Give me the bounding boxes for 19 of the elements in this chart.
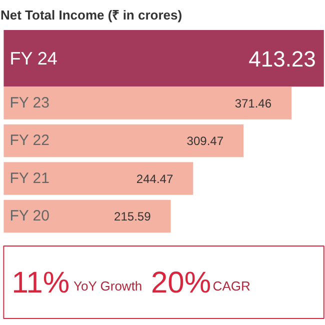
bar (4, 86, 292, 120)
bar (4, 162, 194, 195)
text: YoY Growth (74, 278, 142, 294)
bar (4, 200, 171, 233)
bar (4, 124, 244, 158)
data-label: 309.47 (186, 134, 224, 148)
data-label: 371.46 (234, 96, 272, 110)
chart-title: Net Total Income (₹ in crores) (0, 8, 182, 22)
y-tick-label: FY 20 (10, 208, 50, 225)
data-label: 413.23 (248, 46, 316, 72)
data-label: 244.47 (136, 172, 174, 186)
y-tick-label: FY 21 (10, 170, 50, 187)
y-tick-label: FY 23 (10, 94, 50, 112)
data-label: 215.59 (114, 210, 152, 224)
y-tick-label: FY 24 (10, 48, 58, 68)
text: CAGR (212, 278, 250, 294)
text: 11% (12, 266, 70, 300)
y-tick-label: FY 22 (10, 132, 50, 150)
text: 20% (151, 266, 212, 300)
